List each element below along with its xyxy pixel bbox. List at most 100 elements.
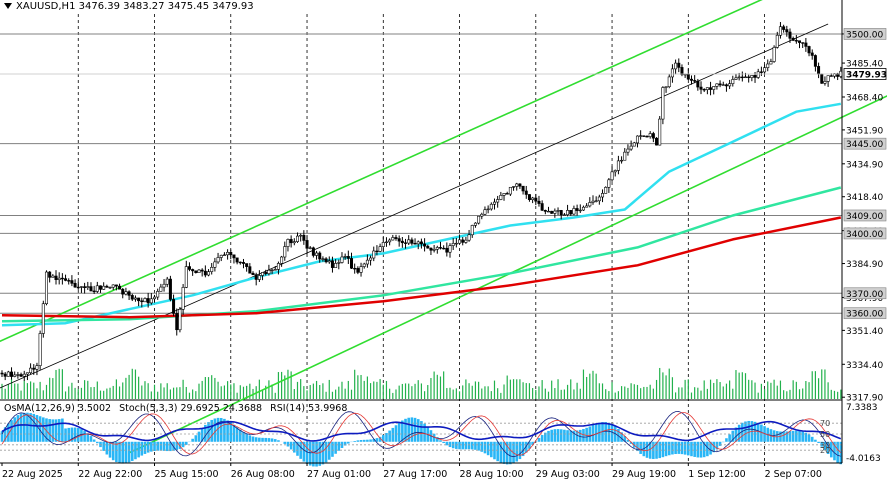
osma-bar [505, 441, 509, 465]
osma-bar [366, 439, 369, 442]
osma-bar [826, 441, 830, 454]
stoch-label: Stoch(5,3,3) 29.6925 24.3688 [119, 403, 263, 414]
osma-bar [839, 441, 843, 465]
candle-body [165, 278, 169, 285]
osma-bar [331, 441, 334, 457]
candle-body [505, 193, 509, 195]
osma-bar [76, 428, 80, 442]
osma-bar [823, 441, 827, 451]
candle-body [207, 271, 211, 276]
candle-body [639, 135, 643, 137]
candle-body [655, 137, 659, 146]
osma-bar [89, 436, 93, 442]
candle-body [343, 256, 347, 258]
candle-body [19, 374, 23, 377]
osma-bar [604, 422, 607, 442]
time-tick-label: 27 Aug 01:00 [307, 469, 371, 480]
osma-bar [16, 415, 20, 442]
level-label: 3500.00 [846, 30, 883, 40]
candle-body [38, 333, 42, 366]
caret-down-icon [4, 3, 12, 9]
osma-bar [245, 433, 248, 442]
osma-bar [359, 440, 363, 442]
candle-body [496, 199, 500, 203]
candle-body [559, 210, 563, 216]
osma-bar [204, 424, 207, 442]
osma-bar [804, 432, 808, 442]
osma-bar [667, 441, 671, 456]
candle-body [416, 241, 420, 245]
osma-bar [353, 440, 356, 442]
osma-bar [150, 441, 153, 452]
osma-bar [372, 438, 376, 442]
candle-body [273, 269, 277, 271]
candle-body [67, 280, 71, 282]
candle-body [709, 87, 713, 90]
candle-body [556, 210, 560, 212]
osma-bar [648, 441, 652, 459]
osma-bar [51, 419, 55, 442]
candle-body [194, 270, 198, 273]
osc-level-label: 70 [820, 419, 830, 428]
candle-body [229, 251, 233, 256]
candle-body [804, 42, 808, 47]
candle-body [766, 63, 770, 68]
candle-body [264, 272, 268, 274]
candle-body [629, 145, 633, 150]
osma-bar [435, 437, 439, 442]
time-tick-label: 29 Aug 03:00 [536, 469, 600, 480]
candle-body [222, 254, 226, 256]
price-tick-label: 3384.90 [846, 260, 883, 270]
osc-level-label: 30 [820, 441, 830, 450]
candle-body [813, 55, 817, 67]
candle-body [486, 208, 490, 211]
candle-body [108, 286, 112, 289]
osma-bar [537, 437, 541, 442]
osma-bar [242, 431, 245, 442]
candle-body [330, 260, 334, 268]
candle-body [578, 209, 582, 212]
candle-body [572, 208, 576, 215]
osma-bar [756, 423, 760, 442]
osma-bar [102, 441, 105, 451]
osma-bar [83, 430, 86, 442]
candle-body [299, 234, 303, 237]
osma-bar [197, 431, 201, 442]
osma-bar [718, 441, 722, 446]
candle-body [44, 271, 48, 305]
osma-bar [575, 430, 579, 442]
candle-body [721, 84, 725, 86]
stoch-signal-line [1, 412, 842, 456]
osma-bar [229, 422, 233, 442]
candle-body [477, 215, 481, 224]
candle-body [137, 297, 141, 302]
candle-body [588, 202, 592, 207]
osma-bar [461, 441, 465, 450]
candle-body [543, 209, 547, 212]
osma-bar [270, 438, 274, 442]
candle-body [623, 151, 627, 161]
candle-body [391, 237, 395, 241]
osma-bar [334, 441, 337, 454]
candle-body [57, 277, 61, 280]
candle-body [219, 254, 223, 258]
candle-body [686, 73, 690, 80]
candle-body [175, 313, 179, 331]
candle-body [83, 286, 87, 288]
candle-body [321, 258, 325, 260]
candle-body [642, 135, 646, 137]
candle-body [648, 133, 652, 137]
osma-bar [115, 441, 118, 463]
osma-bar [73, 427, 77, 442]
candle-body [172, 299, 176, 314]
osma-bar [753, 421, 757, 442]
osma-bar [45, 418, 48, 442]
level-label-box [843, 28, 887, 40]
osma-bar [639, 441, 642, 454]
price-tick-label: 3317.90 [846, 394, 883, 404]
candle-body [715, 83, 719, 87]
candle-body [693, 80, 697, 82]
candle-body [747, 76, 751, 78]
osma-bar [410, 417, 414, 442]
